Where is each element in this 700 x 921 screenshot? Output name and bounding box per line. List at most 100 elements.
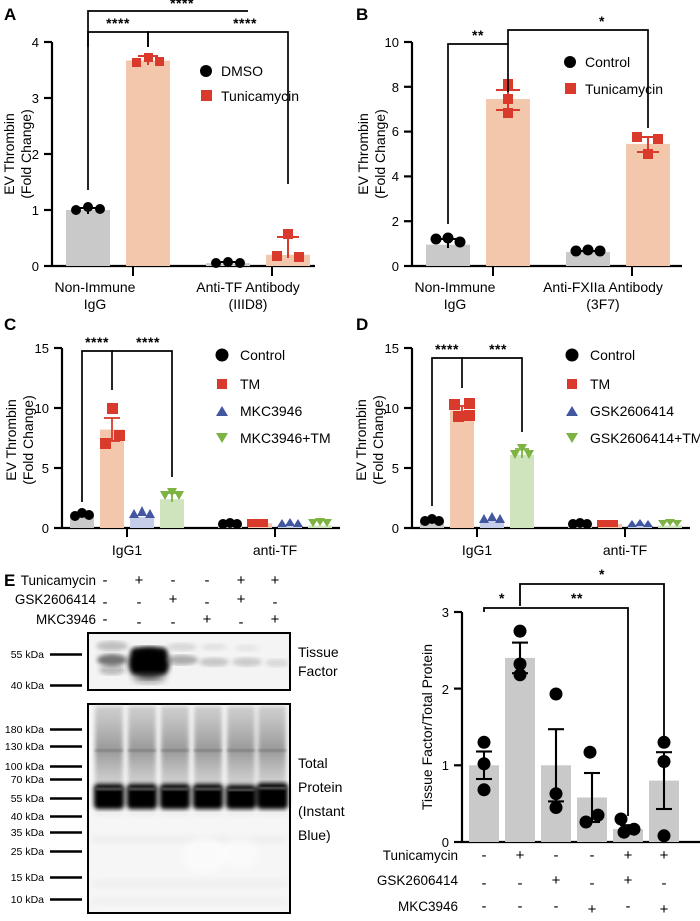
panel-d-legend-label-1: TM [590,376,610,392]
legend-circle-icon [200,65,212,77]
panel-a-xgroup-1-line1: Anti-TF Antibody [196,279,300,295]
quant-row0-v1: + [516,847,525,864]
panel-c-sig-bracket-2 [112,350,173,477]
panel-d-data-5 [568,518,592,529]
panel-c-ylabel-line2: (Fold Change) [20,395,36,485]
panel-a-ytick-1: 1 [32,203,39,218]
panel-c-bar-8 [308,525,332,528]
panel-a-sig-bracket-2 [147,31,289,184]
panel-c-legend-label-1: TM [240,376,260,392]
panel-e-ytick-3: 3 [442,605,449,620]
panel-a-sig-bracket-1 [87,31,149,47]
quant-row1-v1: - [518,875,523,892]
panel-b-bar-2 [486,99,530,266]
panel-d-data-4 [510,444,534,459]
panel-a-xgroup-0-line2: IgG [84,296,107,312]
panel-c-legend-label-2: MKC3946 [240,403,302,419]
tp-side-label-line4: Blue) [298,827,331,843]
panel-a-sig-label-2: **** [233,15,257,31]
panel-d-data-1 [420,514,444,526]
panel-c-ytick-3: 15 [35,341,49,356]
panel-c-legend-label-0: Control [240,347,285,363]
tf-side-label-line1: Tissue [298,644,339,660]
panel-a-ytick-0: 0 [32,259,39,274]
quant-row2-v3: + [588,901,597,918]
blot-row2-v1: - [137,614,142,631]
panel-e-ytick-1: 1 [442,758,449,773]
panel-d-bar-4 [510,454,534,528]
quant-row0-v4: + [624,847,633,864]
panel-a-legend-label-1: Tunicamycin [221,88,299,104]
panel-a-ylabel-line1: EV Thrombin [1,113,17,194]
panel-e-quantification: 0 1 2 3 Tissue Factor/Total Protein * **… [350,566,700,921]
panel-c-sig-label-2: **** [136,334,160,350]
tf-side-label-line2: Factor [298,663,338,679]
panel-d-ytick-3: 15 [385,341,399,356]
panel-c-data-2 [100,403,125,449]
panel-b-ytick-0: 0 [392,259,399,274]
panel-a-sig-bracket-3 [87,10,248,190]
panel-d-legend-label-0: Control [590,347,635,363]
panel-c-legend: Control TM MKC3946 MKC3946+TM [215,347,331,446]
panel-b-legend-label-0: Control [585,54,630,70]
quant-row2-v1: - [518,898,523,915]
panel-d-sig-label-1: **** [435,341,459,357]
tf-marker-0: 55 kDa [11,649,44,661]
panel-c-data-8 [308,518,332,527]
blot-row2-v5: + [271,611,280,628]
panel-a-ytick-4: 4 [32,35,39,50]
blot-row1-v4: + [237,591,246,608]
tp-marker-0: 180 kDa [5,724,44,736]
panel-d-legend-label-3: GSK2606414+TM [590,430,700,446]
panel-d-ytick-0: 0 [392,521,399,536]
panel-d-ylabel-line1: EV Thrombin [353,399,369,480]
panel-b-ylabel-line1: EV Thrombin [355,113,371,194]
tp-marker-1: 130 kDa [5,741,44,753]
panel-b-sig-label-1: ** [472,27,484,43]
panel-e-points [477,624,671,843]
blot-row0-v2: - [171,572,176,589]
panel-e-sig-bracket-1 [483,607,520,612]
tf-marker-1: 40 kDa [11,680,44,692]
tissue-factor-blot: 55 kDa 40 kDa Tissue Factor [11,632,339,692]
legend-circle-icon [215,348,229,362]
blot-row2-v4: - [239,614,244,631]
panel-a-svg: 0 1 2 3 4 EV Thrombin (Fold Change) ****… [1,0,315,312]
panel-d-ytick-1: 5 [392,461,399,476]
panel-a-xgroup-1-line2: (IIID8) [229,296,268,312]
panel-c-xgroup-0: IgG1 [112,542,143,558]
panel-a-legend-label-0: DMSO [221,63,263,79]
panel-d-legend-label-2: GSK2606414 [590,403,674,419]
panel-b-sig-bracket-2 [507,29,649,128]
panel-a-yticks [44,40,52,268]
panel-b-data-4 [632,132,663,159]
panel-label-e: E [4,571,16,590]
panel-c-ylabel-line1: EV Thrombin [3,399,19,480]
panel-c-yticks [54,346,62,530]
panel-c-bar-7 [278,525,302,528]
tp-side-label-line1: Total [298,755,328,771]
legend-circle-icon [564,56,576,68]
panel-d-sig-bracket-2 [462,357,523,432]
panel-label-c: C [4,315,17,334]
panel-e-yticks [454,610,462,844]
panel-c-sig-bracket-1 [81,350,113,502]
panel-d-data-8 [658,519,682,527]
panel-b-sig-bracket-1 [447,43,509,224]
total-protein-gel: 180 kDa 130 kDa 100 kDa 70 kDa 55 kDa 40… [5,703,345,914]
legend-square-icon [565,83,576,94]
panel-a-ytick-3: 3 [32,91,39,106]
panel-d-bar-2 [450,410,474,528]
quant-row2-v0: - [482,898,487,915]
panel-c-data-3 [129,506,155,518]
panel-b-legend: Control Tunicamycin [564,54,663,97]
blot-row1-v2: + [169,591,178,608]
panel-e-quant-svg: 0 1 2 3 Tissue Factor/Total Protein * **… [377,566,700,918]
panel-e-blots: Tunicamycin - + - - + + GSK2606414 - - +… [0,570,350,921]
blot-row1-v5: - [273,594,278,611]
blot-row0-v5: + [271,572,280,589]
panel-b-sig-label-2: * [599,13,605,29]
panel-d-sig-label-2: *** [489,341,507,357]
tp-marker-2: 100 kDa [5,761,44,773]
blot-row0-v4: + [237,572,246,589]
